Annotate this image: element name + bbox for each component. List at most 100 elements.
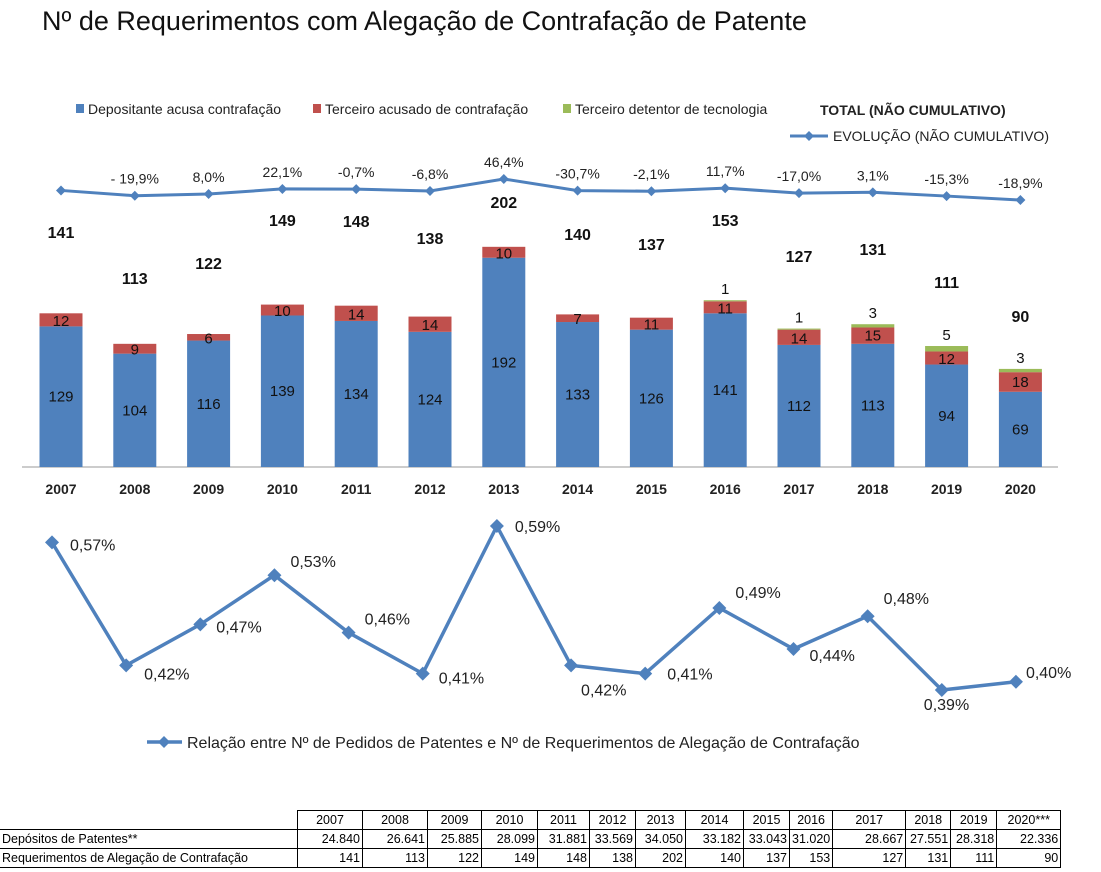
bar-value-label: 15 (864, 328, 881, 345)
total-label: 149 (269, 213, 296, 230)
total-label: 138 (417, 231, 444, 248)
legend-total-label: TOTAL (NÃO CUMULATIVO) (820, 101, 1006, 118)
ratio-label: 0,48% (884, 591, 929, 608)
evolution-marker (425, 186, 435, 196)
table-column-header: 2020*** (997, 811, 1061, 830)
evolution-label: - 19,9% (111, 171, 159, 187)
total-label: 90 (1012, 309, 1030, 326)
ratio-line (52, 526, 1016, 690)
evolution-label: 46,4% (484, 154, 524, 170)
ratio-marker (564, 658, 578, 672)
bar-value-label: 14 (348, 306, 365, 323)
bar-value-label: 10 (495, 245, 512, 262)
row-label: Depósitos de Patentes** (0, 830, 298, 849)
bar-value-label: 124 (417, 391, 442, 408)
bar-value-label: 126 (639, 390, 664, 407)
table-cell: 111 (951, 849, 997, 868)
x-tick-label: 2011 (341, 481, 372, 497)
ratio-label: 0,42% (144, 666, 189, 683)
x-tick-label: 2017 (783, 481, 814, 497)
table-column-header: 2014 (686, 811, 744, 830)
bar-value-label: 1 (721, 281, 729, 298)
legend-swatch (76, 104, 84, 113)
bar-terceiro-2020 (999, 369, 1042, 372)
table-cell: 127 (833, 849, 906, 868)
evolution-marker (1015, 195, 1025, 205)
table-row: Depósitos de Patentes**24.84026.64125.88… (0, 830, 1061, 849)
table-cell: 28.667 (833, 830, 906, 849)
table-column-header: 2011 (538, 811, 590, 830)
ratio-label: 0,59% (515, 519, 560, 536)
x-tick-label: 2015 (636, 481, 667, 497)
x-tick-label: 2008 (119, 481, 150, 497)
bar-value-label: 94 (938, 408, 955, 425)
evolution-label: 22,1% (263, 164, 303, 180)
total-label: 141 (48, 225, 75, 242)
bar-value-label: 5 (942, 327, 950, 344)
bar-value-label: 129 (48, 389, 73, 406)
data-table: 2007200820092010201120122013201420152016… (0, 810, 1061, 868)
bar-value-label: 113 (861, 397, 885, 414)
total-label: 202 (490, 195, 517, 212)
evolution-marker (277, 184, 287, 194)
evolution-label: 11,7% (706, 163, 745, 179)
total-label: 111 (934, 275, 959, 292)
total-label: 148 (343, 214, 370, 231)
x-tick-label: 2010 (267, 481, 298, 497)
bar-value-label: 6 (204, 330, 212, 347)
table-cell: 137 (744, 849, 790, 868)
evolution-label: -15,3% (924, 171, 968, 187)
evolution-marker (130, 191, 140, 201)
table-corner (0, 811, 298, 830)
legend-ratio-label: Relação entre Nº de Pedidos de Patentes … (187, 735, 860, 752)
bar-value-label: 18 (1012, 374, 1029, 391)
bar-value-label: 14 (422, 317, 439, 334)
table-cell: 148 (538, 849, 590, 868)
table-cell: 22.336 (997, 830, 1061, 849)
bar-value-label: 14 (791, 330, 808, 347)
total-label: 113 (122, 271, 148, 288)
evolution-marker (868, 187, 878, 197)
bar-value-label: 11 (717, 300, 733, 317)
evolution-marker (942, 191, 952, 201)
table-cell: 28.318 (951, 830, 997, 849)
x-tick-label: 2013 (488, 481, 519, 497)
bar-value-label: 3 (1016, 350, 1024, 367)
ratio-marker (1009, 675, 1023, 689)
table-cell: 31.881 (538, 830, 590, 849)
bar-value-label: 134 (344, 386, 369, 403)
evolution-label: -18,9% (998, 175, 1042, 191)
x-tick-label: 2019 (931, 481, 962, 497)
bar-value-label: 3 (869, 305, 877, 322)
table-cell: 26.641 (363, 830, 428, 849)
bar-value-label: 141 (713, 382, 738, 399)
x-tick-label: 2009 (193, 481, 224, 497)
table-cell: 138 (590, 849, 636, 868)
bar-value-label: 133 (565, 387, 590, 404)
table-cell: 113 (363, 849, 428, 868)
bar-value-label: 7 (573, 311, 581, 328)
table-cell: 24.840 (298, 830, 363, 849)
ratio-label: 0,41% (667, 667, 712, 684)
ratio-label: 0,41% (439, 671, 484, 688)
ratio-label: 0,57% (70, 537, 115, 554)
bar-value-label: 10 (274, 303, 291, 320)
table-column-header: 2007 (298, 811, 363, 830)
x-tick-label: 2014 (562, 481, 593, 497)
bar-value-label: 192 (491, 354, 516, 371)
ratio-label: 0,44% (810, 648, 855, 665)
table-column-header: 2018 (906, 811, 951, 830)
bar-value-label: 69 (1012, 421, 1029, 438)
ratio-label: 0,42% (581, 682, 626, 699)
bar-value-label: 104 (122, 402, 147, 419)
table-column-header: 2013 (636, 811, 686, 830)
evolution-marker (720, 183, 730, 193)
bar-value-label: 9 (131, 342, 139, 359)
legend-ratio-marker (158, 736, 170, 748)
evolution-label: 3,1% (857, 167, 889, 183)
legend-label: Terceiro detentor de tecnologia (575, 101, 767, 117)
table-column-header: 2009 (428, 811, 482, 830)
ratio-marker (787, 642, 801, 656)
table-cell: 141 (298, 849, 363, 868)
evolution-marker (646, 186, 656, 196)
